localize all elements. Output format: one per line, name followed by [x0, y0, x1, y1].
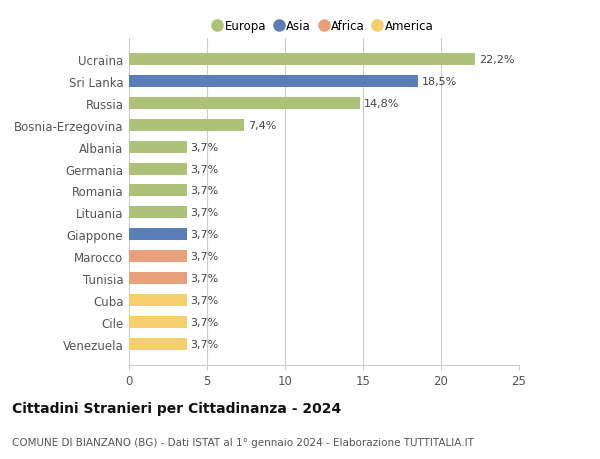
Text: 3,7%: 3,7%	[191, 164, 219, 174]
Text: COMUNE DI BIANZANO (BG) - Dati ISTAT al 1° gennaio 2024 - Elaborazione TUTTITALI: COMUNE DI BIANZANO (BG) - Dati ISTAT al …	[12, 437, 474, 448]
Text: 3,7%: 3,7%	[191, 208, 219, 218]
Bar	[129, 163, 187, 175]
Bar	[129, 76, 418, 88]
Bar	[129, 207, 187, 219]
Text: 3,7%: 3,7%	[191, 274, 219, 284]
Bar	[129, 316, 187, 328]
Text: 3,7%: 3,7%	[191, 317, 219, 327]
Text: 18,5%: 18,5%	[421, 77, 457, 87]
Bar	[129, 119, 244, 131]
Text: 3,7%: 3,7%	[191, 339, 219, 349]
Bar	[129, 294, 187, 306]
Text: 7,4%: 7,4%	[248, 120, 277, 130]
Text: Cittadini Stranieri per Cittadinanza - 2024: Cittadini Stranieri per Cittadinanza - 2…	[12, 402, 341, 415]
Legend: Europa, Asia, Africa, America: Europa, Asia, Africa, America	[209, 16, 439, 38]
Bar	[129, 338, 187, 350]
Bar	[129, 141, 187, 153]
Text: 14,8%: 14,8%	[364, 99, 399, 109]
Bar	[129, 251, 187, 263]
Text: 3,7%: 3,7%	[191, 142, 219, 152]
Bar	[129, 273, 187, 285]
Bar	[129, 185, 187, 197]
Text: 3,7%: 3,7%	[191, 295, 219, 305]
Bar	[129, 98, 360, 110]
Text: 3,7%: 3,7%	[191, 252, 219, 262]
Text: 3,7%: 3,7%	[191, 230, 219, 240]
Text: 3,7%: 3,7%	[191, 186, 219, 196]
Bar	[129, 229, 187, 241]
Bar	[129, 54, 475, 66]
Text: 22,2%: 22,2%	[479, 55, 515, 65]
